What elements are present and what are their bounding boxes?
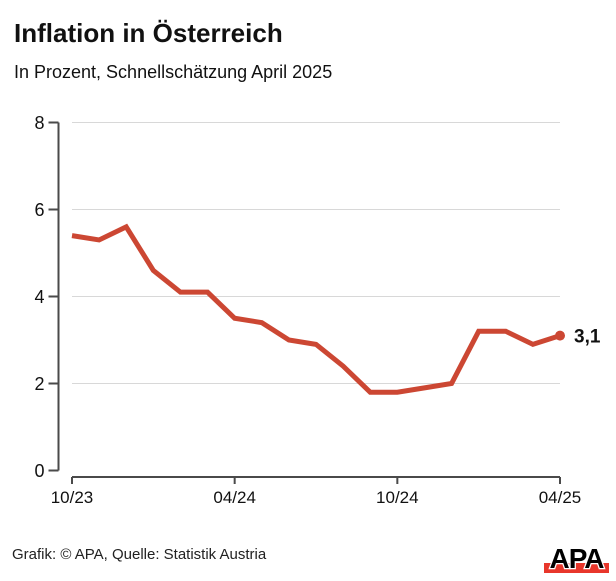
y-tick-label-8: 8 <box>34 113 44 133</box>
apa-logo: APA <box>544 542 609 575</box>
inflation-line <box>71 223 561 395</box>
apa-logo-text: APA <box>549 543 604 574</box>
y-tick-label-4: 4 <box>34 287 44 307</box>
x-tick-label-10/24: 10/24 <box>376 488 419 507</box>
y-tick-label-2: 2 <box>34 374 44 394</box>
x-tick-label-10/23: 10/23 <box>51 488 94 507</box>
x-tick-label-04/25: 04/25 <box>539 488 582 507</box>
source-credit: Grafik: © APA, Quelle: Statistik Austria <box>12 546 267 563</box>
y-tick-label-0: 0 <box>34 461 44 481</box>
x-tick-label-04/24: 04/24 <box>213 488 256 507</box>
last-point-marker <box>555 330 565 341</box>
apa-logo-bar <box>544 563 609 573</box>
chart-subtitle: In Prozent, Schnellschätzung April 2025 <box>14 62 333 82</box>
chart-title: Inflation in Österreich <box>14 18 283 48</box>
y-tick-label-6: 6 <box>34 200 44 220</box>
end-value-label: 3,1 <box>574 327 601 348</box>
